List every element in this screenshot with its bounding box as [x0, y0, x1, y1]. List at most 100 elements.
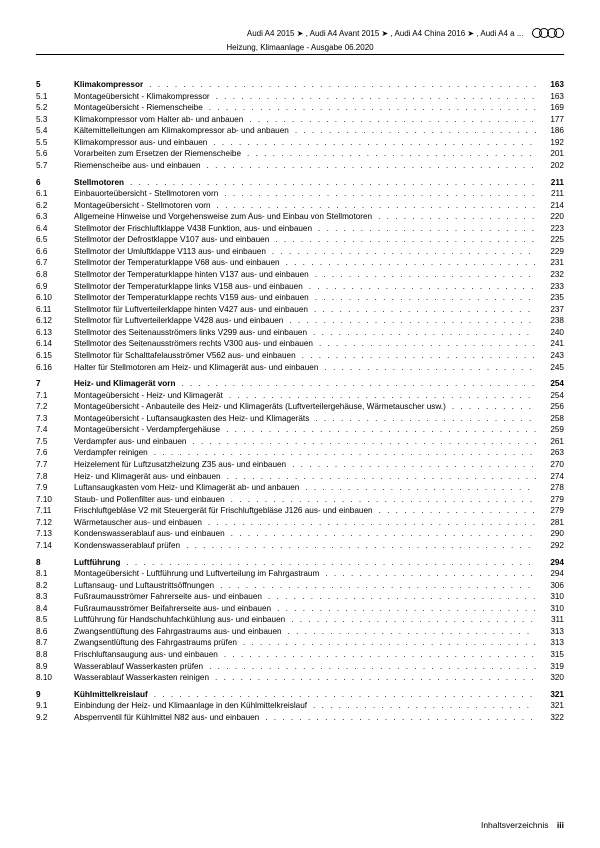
- toc-number: 8.9: [36, 661, 74, 672]
- toc-page-number: 274: [536, 471, 564, 482]
- toc-page-number: 254: [536, 390, 564, 401]
- toc-number: 6.15: [36, 350, 74, 361]
- toc-page-number: 235: [536, 292, 564, 303]
- toc-leader-dots: . . . . . . . . . . . . . . . . . . . . …: [128, 177, 536, 188]
- toc-number: 7.5: [36, 436, 74, 447]
- toc-number: 6.14: [36, 338, 74, 349]
- toc-leader-dots: . . . . . . . . . . . . . . . . . . . . …: [152, 689, 536, 700]
- toc-leader-dots: . . . . . . . . . . . . . . . . . . . . …: [222, 649, 536, 660]
- toc-entry: 8.6Zwangsentlüftung des Fahrgastraums au…: [36, 626, 564, 637]
- toc-page-number: 270: [536, 459, 564, 470]
- toc-leader-dots: . . . . . . . . . . . . . . . . . . . . …: [270, 246, 536, 257]
- toc-title: Stellmotor des Seitenausströmers rechts …: [74, 338, 317, 349]
- toc-title: Verdampfer reinigen: [74, 447, 152, 458]
- toc-number: 6.7: [36, 257, 74, 268]
- toc-number: 5.2: [36, 102, 74, 113]
- toc-number: 6.5: [36, 234, 74, 245]
- toc-entry: 6.6Stellmotor der Umluftklappe V113 aus-…: [36, 246, 564, 257]
- toc-leader-dots: . . . . . . . . . . . . . . . . . . . . …: [273, 234, 536, 245]
- toc-entry: 6.7Stellmotor der Temperaturklappe V68 a…: [36, 257, 564, 268]
- toc-page-number: 202: [536, 160, 564, 171]
- toc-title: Fußraumausströmer Beifahrerseite aus- un…: [74, 603, 275, 614]
- toc-leader-dots: . . . . . . . . . . . . . . . . . . . . …: [222, 188, 536, 199]
- toc-number: 7.1: [36, 390, 74, 401]
- toc-entry: 7.13Kondenswasserablauf aus- und einbaue…: [36, 528, 564, 539]
- toc-title: Stellmotor des Seitenausströmers links V…: [74, 327, 311, 338]
- toc-title: Klimakompressor: [74, 79, 147, 90]
- toc-entry: 8.2Luftansaug- und Luftaustrittsöffnunge…: [36, 580, 564, 591]
- toc-title: Stellmotor der Temperaturklappe rechts V…: [74, 292, 313, 303]
- toc-number: 8.2: [36, 580, 74, 591]
- toc-number: 8.10: [36, 672, 74, 683]
- toc-page-number: 163: [536, 91, 564, 102]
- toc-page-number: 201: [536, 148, 564, 159]
- toc-leader-dots: . . . . . . . . . . . . . . . . . . . . …: [152, 447, 536, 458]
- toc-leader-dots: . . . . . . . . . . . . . . . . . . . . …: [323, 568, 536, 579]
- toc-page-number: 310: [536, 603, 564, 614]
- toc-leader-dots: . . . . . . . . . . . . . . . . . . . . …: [300, 350, 536, 361]
- toc-title: Montageübersicht - Stellmotoren vorn: [74, 200, 215, 211]
- toc-title: Wasserablauf Wasserkasten reinigen: [74, 672, 213, 683]
- toc-number: 6.12: [36, 315, 74, 326]
- toc-page-number: 290: [536, 528, 564, 539]
- toc-section-heading: 6Stellmotoren. . . . . . . . . . . . . .…: [36, 177, 564, 188]
- toc-number: 7.3: [36, 413, 74, 424]
- toc-title: Montageübersicht - Verdampfergehäuse: [74, 424, 224, 435]
- toc-title: Stellmotor der Umluftklappe V113 aus- un…: [74, 246, 270, 257]
- toc-leader-dots: . . . . . . . . . . . . . . . . . . . . …: [124, 557, 536, 568]
- toc-leader-dots: . . . . . . . . . . . . . . . . . . . . …: [205, 160, 536, 171]
- toc-page-number: 279: [536, 494, 564, 505]
- toc-entry: 6.3Allgemeine Hinweise und Vorgehensweis…: [36, 211, 564, 222]
- toc-entry: 6.8Stellmotor der Temperaturklappe hinte…: [36, 269, 564, 280]
- toc-leader-dots: . . . . . . . . . . . . . . . . . . . . …: [179, 378, 536, 389]
- toc-number: 6.8: [36, 269, 74, 280]
- toc-title: Stellmotor für Schalttafelausströmer V56…: [74, 350, 300, 361]
- toc-leader-dots: . . . . . . . . . . . . . . . . . . . . …: [450, 401, 536, 412]
- toc-number: 6.6: [36, 246, 74, 257]
- toc-entry: 5.7Riemenscheibe aus- und einbauen. . . …: [36, 160, 564, 171]
- toc-title: Luftansaugkasten vom Heiz- und Klimagerä…: [74, 482, 303, 493]
- toc-leader-dots: . . . . . . . . . . . . . . . . . . . . …: [224, 424, 536, 435]
- toc-number: 6.4: [36, 223, 74, 234]
- toc-page-number: 229: [536, 246, 564, 257]
- page-header: Audi A4 2015 ➤ , Audi A4 Avant 2015 ➤ , …: [36, 28, 564, 41]
- toc-leader-dots: . . . . . . . . . . . . . . . . . . . . …: [316, 223, 536, 234]
- toc-title: Luftführung: [74, 557, 124, 568]
- toc-number: 6.2: [36, 200, 74, 211]
- toc-leader-dots: . . . . . . . . . . . . . . . . . . . . …: [303, 482, 536, 493]
- toc-leader-dots: . . . . . . . . . . . . . . . . . . . . …: [313, 413, 536, 424]
- toc-page-number: 233: [536, 281, 564, 292]
- toc-number: 5.1: [36, 91, 74, 102]
- toc-page-number: 186: [536, 125, 564, 136]
- toc-title: Klimakompressor vom Halter ab- und anbau…: [74, 114, 247, 125]
- header-title-line1: Audi A4 2015 ➤ , Audi A4 Avant 2015 ➤ , …: [36, 29, 532, 38]
- toc-page-number: 177: [536, 114, 564, 125]
- toc-title: Heiz- und Klimagerät vorn: [74, 378, 179, 389]
- toc-entry: 8.3Fußraumausströmer Fahrerseite aus- un…: [36, 591, 564, 602]
- toc-entry: 9.1Einbindung der Heiz- und Klimaanlage …: [36, 700, 564, 711]
- toc-page-number: 225: [536, 234, 564, 245]
- toc-page-number: 319: [536, 661, 564, 672]
- toc-page-number: 320: [536, 672, 564, 683]
- toc-leader-dots: . . . . . . . . . . . . . . . . . . . . …: [211, 137, 536, 148]
- toc-leader-dots: . . . . . . . . . . . . . . . . . . . . …: [307, 281, 536, 292]
- toc-number: 8.1: [36, 568, 74, 579]
- toc-number: 6.1: [36, 188, 74, 199]
- toc-entry: 6.12Stellmotor für Luftverteilerklappe V…: [36, 315, 564, 326]
- toc-page-number: 243: [536, 350, 564, 361]
- toc-entry: 8.9Wasserablauf Wasserkasten prüfen. . .…: [36, 661, 564, 672]
- toc-page-number: 294: [536, 568, 564, 579]
- toc-number: 8.7: [36, 637, 74, 648]
- toc-page-number: 245: [536, 362, 564, 373]
- toc-leader-dots: . . . . . . . . . . . . . . . . . . . . …: [312, 304, 536, 315]
- toc-entry: 5.5Klimakompressor aus- und einbauen. . …: [36, 137, 564, 148]
- toc-entry: 7.14Kondenswasserablauf prüfen. . . . . …: [36, 540, 564, 551]
- toc-entry: 8.7Zwangsentlüftung des Fahrgastraums pr…: [36, 637, 564, 648]
- toc-page-number: 292: [536, 540, 564, 551]
- toc-number: 9: [36, 689, 74, 700]
- toc-number: 8.5: [36, 614, 74, 625]
- toc-leader-dots: . . . . . . . . . . . . . . . . . . . . …: [287, 315, 536, 326]
- toc-number: 7.8: [36, 471, 74, 482]
- toc-number: 5: [36, 79, 74, 90]
- toc-page-number: 278: [536, 482, 564, 493]
